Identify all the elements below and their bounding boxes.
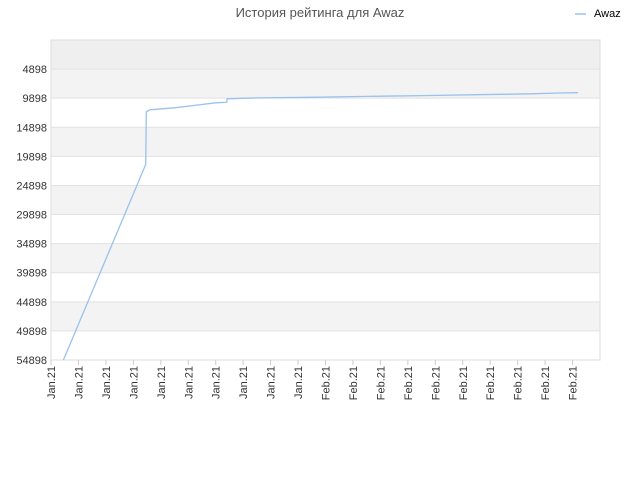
grid-band bbox=[51, 69, 600, 99]
legend-label-awaz: Awaz bbox=[594, 8, 621, 20]
x-tick-label: Jan.21 bbox=[183, 366, 195, 399]
y-tick-label: 14898 bbox=[16, 122, 47, 134]
x-tick-label: Feb.21 bbox=[513, 366, 525, 400]
y-tick-label: 19898 bbox=[16, 151, 47, 163]
grid-band bbox=[51, 156, 600, 186]
x-tick-label: Feb.21 bbox=[348, 366, 360, 400]
y-tick-label: 9898 bbox=[23, 93, 47, 105]
grid-band bbox=[51, 301, 600, 331]
x-tick-label: Feb.21 bbox=[458, 366, 470, 400]
x-tick-label: Feb.21 bbox=[403, 366, 415, 400]
grid-band bbox=[51, 243, 600, 273]
x-tick-label: Jan.21 bbox=[266, 366, 278, 399]
y-tick-label: 39898 bbox=[16, 268, 47, 280]
grid-band bbox=[51, 40, 600, 70]
grid-band bbox=[51, 98, 600, 128]
grid-band bbox=[51, 127, 600, 157]
y-tick-label: 4898 bbox=[23, 64, 47, 76]
x-tick-label: Feb.21 bbox=[568, 366, 580, 400]
y-tick-label: 54898 bbox=[16, 355, 47, 367]
x-tick-label: Feb.21 bbox=[485, 366, 497, 400]
series-line-awaz bbox=[62, 92, 579, 361]
x-tick-label: Jan.21 bbox=[293, 366, 305, 399]
x-tick-label: Jan.21 bbox=[73, 366, 85, 399]
y-tick-label: 29898 bbox=[16, 210, 47, 222]
x-tick-label: Jan.21 bbox=[156, 366, 168, 399]
y-tick-label: 49898 bbox=[16, 326, 47, 338]
grid-band bbox=[51, 185, 600, 215]
x-tick-label: Feb.21 bbox=[430, 366, 442, 400]
x-tick-label: Jan.21 bbox=[211, 366, 223, 399]
chart-title: История рейтинга для Awaz bbox=[236, 5, 405, 20]
x-tick-label: Jan.21 bbox=[101, 366, 113, 399]
x-tick-label: Feb.21 bbox=[375, 366, 387, 400]
legend: Awaz bbox=[575, 8, 621, 20]
x-tick-label: Feb.21 bbox=[321, 366, 333, 400]
grid-band bbox=[51, 330, 600, 360]
y-tick-label: 44898 bbox=[16, 297, 47, 309]
grid-band bbox=[51, 272, 600, 302]
x-tick-label: Jan.21 bbox=[46, 366, 58, 399]
y-tick-label: 24898 bbox=[16, 180, 47, 192]
y-tick-label: 34898 bbox=[16, 239, 47, 251]
x-tick-label: Feb.21 bbox=[540, 366, 552, 400]
grid-band bbox=[51, 214, 600, 244]
x-tick-label: Jan.21 bbox=[128, 366, 140, 399]
x-tick-label: Jan.21 bbox=[238, 366, 250, 399]
plot-area: 4898 9898 14898 19898 24898 29898 34898 39898 44… bbox=[16, 39, 601, 400]
